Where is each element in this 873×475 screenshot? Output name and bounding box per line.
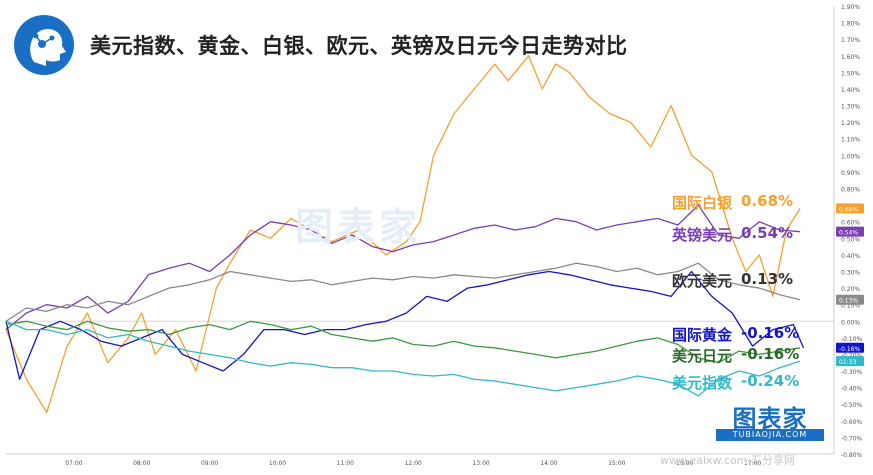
y-tick-label: 1.80%: [841, 21, 860, 28]
series-name-label: 国际黄金: [671, 326, 732, 344]
y-tick-label: 0.40%: [841, 253, 860, 260]
brand-logo-icon: [14, 15, 74, 75]
y-tick-label: 1.30%: [841, 104, 860, 111]
x-tick-label: 12:00: [405, 460, 422, 467]
y-tick-label: 0.20%: [841, 286, 860, 293]
series-final-value: 0.13%: [741, 270, 794, 288]
axis-badge-label: 0.13%: [839, 298, 858, 305]
series-final-value: 0.54%: [741, 224, 794, 242]
series-line: [5, 320, 801, 397]
x-tick-label: 11:00: [337, 460, 354, 467]
y-tick-label: 1.40%: [841, 87, 860, 94]
series-line: [5, 262, 801, 322]
y-tick-label: 0.80%: [841, 187, 860, 194]
series-final-value: -0.24%: [741, 372, 800, 390]
axis-badge-label: 0.68%: [839, 206, 858, 213]
axis-badge: [836, 226, 864, 237]
y-tick-label: 0.30%: [841, 269, 860, 276]
y-tick-label: 1.50%: [841, 70, 860, 77]
y-tick-label: 1.10%: [841, 137, 860, 144]
y-tick-label: -0.10%: [841, 336, 863, 343]
x-tick-label: 14:00: [540, 460, 557, 467]
footer-site: www.eaixw.com 汇分享网: [660, 454, 796, 467]
axis-badge: [836, 203, 864, 214]
watermark-brand: 图表家: [732, 405, 808, 433]
y-tick-label: 1.70%: [841, 37, 860, 44]
x-tick-label: 15:00: [608, 460, 625, 467]
series-final-value: 0.68%: [741, 192, 794, 210]
x-tick-label: 07:00: [65, 460, 82, 467]
axis-badge: [836, 294, 864, 305]
y-tick-label: -0.60%: [841, 419, 863, 426]
y-tick-label: -0.80%: [841, 452, 863, 459]
series-name-label: 美元日元: [671, 347, 732, 365]
series-name-label: 美元指数: [671, 374, 732, 392]
y-tick-label: -0.20%: [841, 352, 863, 359]
y-tick-label: 1.20%: [841, 120, 860, 127]
y-tick-label: 0.10%: [841, 303, 860, 310]
series-final-value: -0.16%: [741, 324, 800, 342]
series-line: [5, 55, 801, 414]
y-tick-label: 1.60%: [841, 54, 860, 61]
y-tick-label: 0.60%: [841, 220, 860, 227]
y-tick-label: 0.00%: [841, 319, 860, 326]
series-line: [5, 270, 805, 380]
series-line: [5, 204, 801, 331]
x-tick-label: 17:00: [744, 460, 761, 467]
y-tick-label: 0.90%: [841, 170, 860, 177]
x-tick-label: 16:00: [676, 460, 693, 467]
axis-badge: [836, 342, 864, 353]
series-name-label: 欧元美元: [671, 272, 732, 290]
chart-title: 美元指数、黄金、白银、欧元、英镑及日元今日走势对比: [90, 34, 628, 58]
series-final-value: -0.16%: [741, 345, 800, 363]
axis-badge-label: 01:33: [839, 359, 856, 366]
y-tick-label: -0.40%: [841, 386, 863, 393]
y-tick-label: 1.00%: [841, 153, 860, 160]
y-tick-label: 0.50%: [841, 236, 860, 243]
axis-badge-label: 0.54%: [839, 230, 858, 237]
axis-badge: [836, 356, 864, 367]
y-tick-label: -0.30%: [841, 369, 863, 376]
brand-watermark: 图表家 TUBIAOJIA.COM: [714, 399, 826, 441]
y-tick-label: -0.50%: [841, 402, 863, 409]
x-tick-label: 10:00: [269, 460, 286, 467]
series-name-label: 国际白银: [671, 194, 732, 212]
watermark-url: TUBIAOJIA.COM: [716, 429, 824, 441]
axis-badge-label: -0.16%: [839, 346, 861, 353]
x-tick-label: 09:00: [201, 460, 218, 467]
y-tick-label: -0.70%: [841, 435, 863, 442]
x-tick-label: 13:00: [472, 460, 489, 467]
series-name-label: 英镑美元: [671, 226, 732, 244]
background-watermark: 图表家: [295, 205, 422, 249]
y-tick-label: 1.90%: [841, 4, 860, 11]
x-tick-label: 08:00: [133, 460, 150, 467]
series-line: [5, 320, 801, 364]
